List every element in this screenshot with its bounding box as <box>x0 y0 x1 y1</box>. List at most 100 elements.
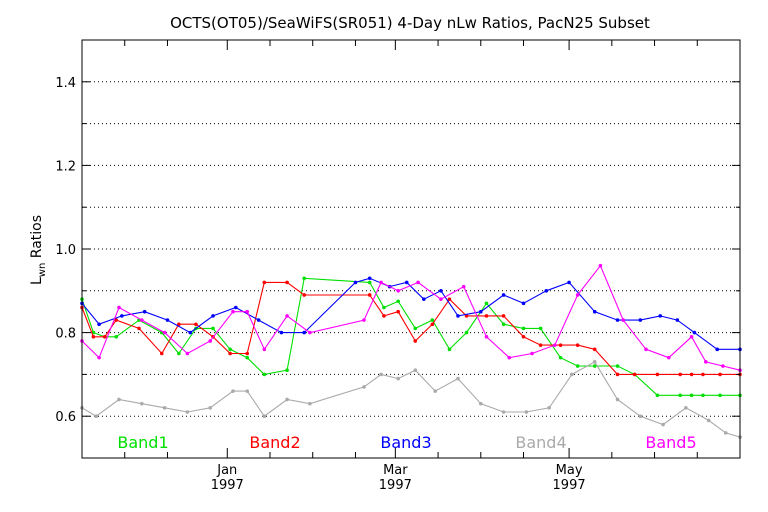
data-point <box>461 284 466 289</box>
data-point <box>285 368 289 373</box>
data-point <box>675 318 680 322</box>
series-band3 <box>80 276 742 352</box>
data-point <box>575 364 580 368</box>
grid-lines <box>82 81 740 417</box>
data-point <box>721 364 725 368</box>
y-axis-label: Lwn Ratios <box>29 215 48 285</box>
data-point <box>185 351 190 356</box>
data-point <box>413 326 418 331</box>
data-point <box>194 322 198 327</box>
data-point <box>285 314 289 318</box>
y-axis-label-sub: wn <box>37 263 48 278</box>
x-tick-label-month: Jan <box>216 463 237 478</box>
data-point <box>575 293 580 297</box>
data-point <box>638 318 643 322</box>
data-point <box>439 289 443 293</box>
data-point <box>302 330 306 335</box>
series-line <box>81 281 740 375</box>
y-axis-label-rest: Ratios <box>29 215 45 263</box>
data-point <box>456 314 460 318</box>
data-point <box>689 393 694 398</box>
chart-title: OCTS(OT05)/SeaWiFS(SR051) 4-Day nLw Rati… <box>170 14 650 32</box>
legend-entry: Band5 <box>645 433 696 452</box>
x-tick-label-year: 1997 <box>379 478 412 493</box>
legend-entry: Band4 <box>515 433 566 452</box>
x-tick-label-month: Mar <box>383 463 408 478</box>
data-point <box>413 368 418 373</box>
data-point <box>117 397 121 402</box>
data-point <box>615 397 620 402</box>
data-point <box>353 280 358 285</box>
data-point <box>396 299 400 304</box>
data-point <box>302 276 306 281</box>
data-point <box>404 280 409 285</box>
series-line <box>81 277 740 396</box>
data-point <box>447 297 452 301</box>
data-point <box>655 372 660 377</box>
data-point <box>615 372 620 377</box>
data-point <box>692 330 697 335</box>
data-point <box>285 397 289 402</box>
series-band2 <box>80 280 742 377</box>
data-point <box>558 343 563 347</box>
data-point <box>570 372 574 377</box>
data-point <box>456 376 460 381</box>
data-point <box>367 293 372 297</box>
data-point <box>245 351 250 356</box>
data-point <box>208 339 212 343</box>
data-point <box>655 393 660 398</box>
data-point <box>575 343 580 347</box>
data-point <box>615 318 620 322</box>
y-axis-label-main: L <box>29 277 45 285</box>
data-point <box>140 401 144 406</box>
data-point <box>592 360 597 364</box>
data-point <box>507 355 512 360</box>
y-tick-label: 1.2 <box>55 159 76 174</box>
y-tick-label: 0.6 <box>55 410 76 425</box>
data-point <box>484 314 489 318</box>
data-point <box>382 305 386 310</box>
data-point <box>262 414 267 419</box>
data-point <box>422 297 426 301</box>
data-point <box>245 389 250 393</box>
data-point <box>701 372 705 377</box>
data-point <box>678 372 682 377</box>
data-point <box>382 314 386 318</box>
data-point <box>501 322 506 327</box>
data-point <box>547 406 551 410</box>
data-point <box>723 431 728 435</box>
data-point <box>245 309 250 314</box>
data-point <box>689 334 694 339</box>
data-point <box>162 406 167 410</box>
data-point <box>501 293 506 297</box>
y-tick-label: 1.4 <box>55 76 76 91</box>
data-point <box>211 326 215 331</box>
data-point <box>530 351 534 356</box>
data-point <box>97 355 101 360</box>
data-point <box>177 351 181 356</box>
data-point <box>140 318 144 322</box>
x-tick-label-month: May <box>556 463 583 478</box>
data-point <box>211 314 215 318</box>
data-point <box>165 318 170 322</box>
data-point <box>285 280 289 285</box>
data-point <box>478 401 483 406</box>
data-point <box>379 280 383 285</box>
data-point <box>447 347 452 352</box>
data-point <box>97 322 101 327</box>
data-point <box>120 314 124 318</box>
data-point <box>228 347 232 352</box>
series-layer <box>80 263 742 439</box>
data-point <box>644 347 648 352</box>
legend-entry: Band2 <box>249 433 300 452</box>
data-point <box>433 389 438 393</box>
data-point <box>396 376 400 381</box>
data-point <box>592 309 597 314</box>
data-point <box>706 418 711 423</box>
data-point <box>91 334 96 339</box>
data-point <box>362 318 366 322</box>
legend-entry: Band3 <box>380 433 431 452</box>
data-point <box>416 280 420 285</box>
legend: Band1 Band2 Band3 Band4 Band5 <box>117 433 696 452</box>
